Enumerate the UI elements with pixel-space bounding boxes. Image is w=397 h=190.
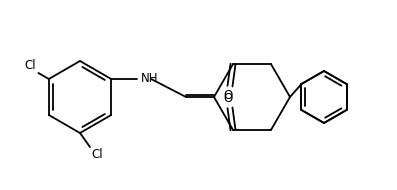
Text: NH: NH <box>141 73 159 86</box>
Text: Cl: Cl <box>25 59 37 72</box>
Text: O: O <box>224 92 233 105</box>
Text: O: O <box>224 89 233 102</box>
Text: Cl: Cl <box>91 148 103 161</box>
